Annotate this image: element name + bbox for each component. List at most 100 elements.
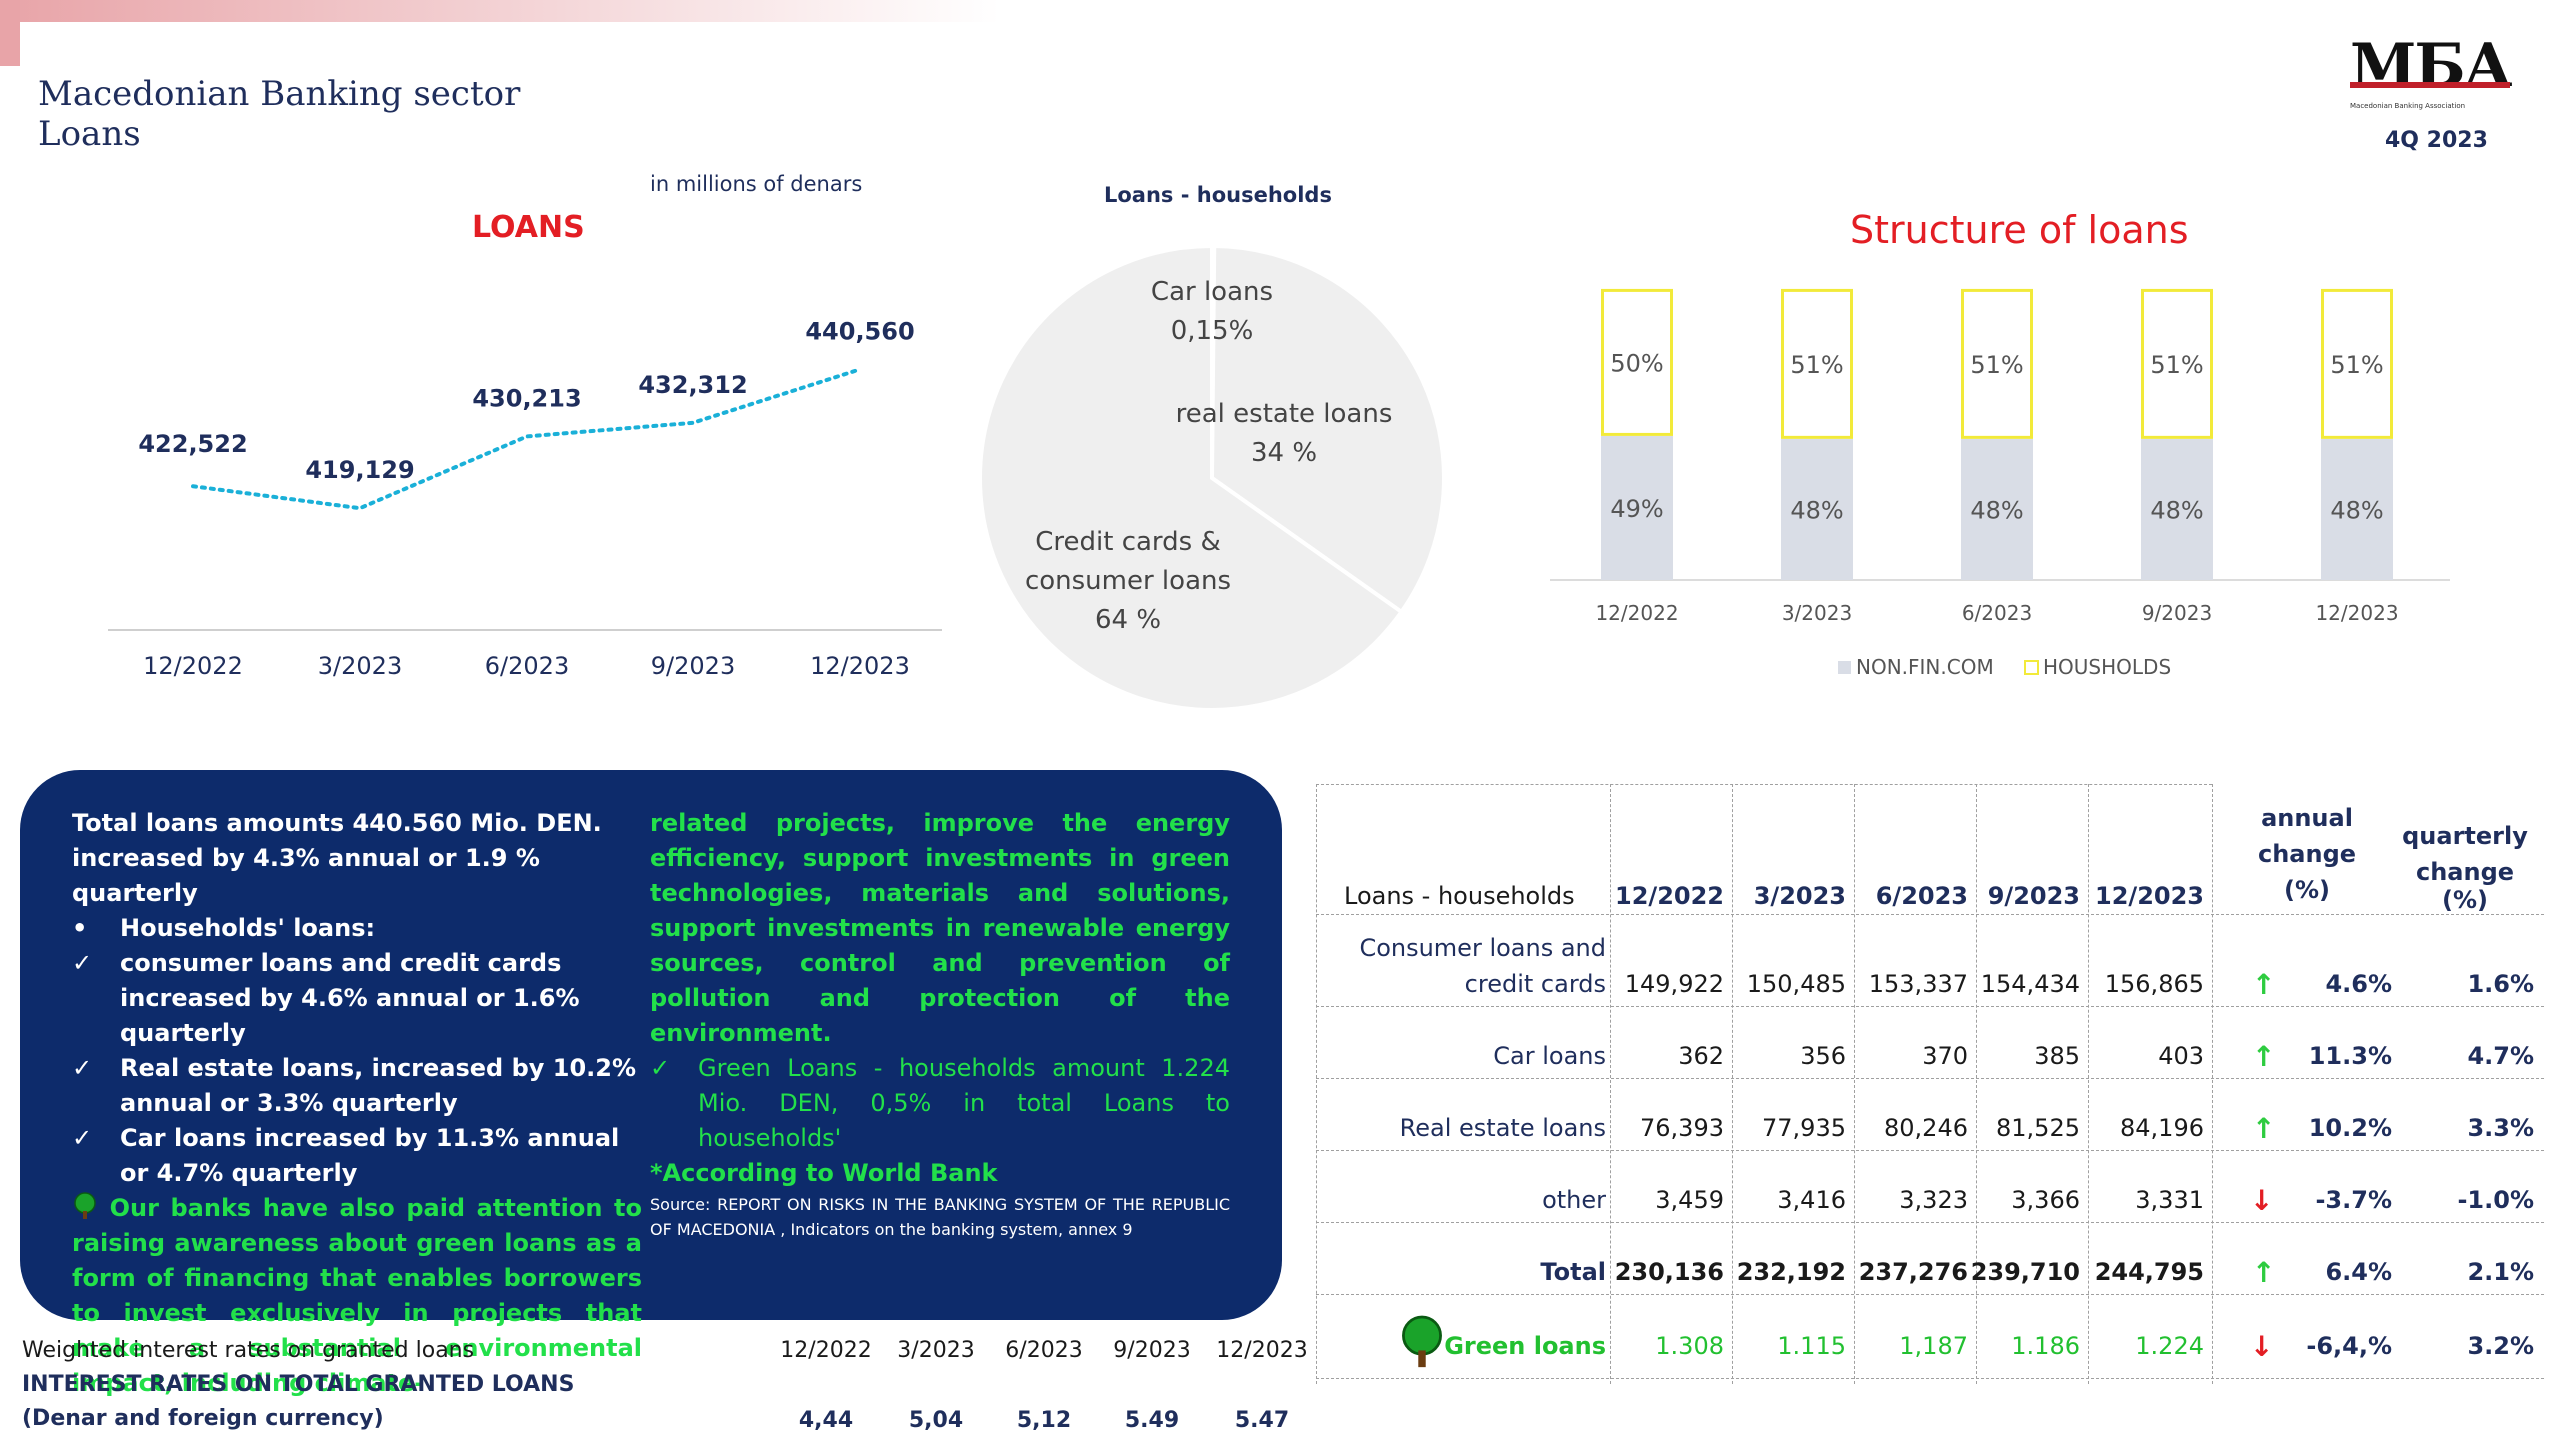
- bar-households-label: 51%: [1790, 351, 1843, 379]
- green-loans-item: ✓ Green Loans - households amount 1.224 M…: [650, 1051, 1230, 1156]
- rates-period: 9/2023: [1113, 1338, 1191, 1363]
- pie-label-real-estate: 34 %: [1251, 438, 1317, 468]
- table-grid-hline: [1316, 784, 2212, 785]
- checkmark-icon: ✓: [72, 1124, 93, 1152]
- table-cell-value: 149,922: [1624, 970, 1724, 998]
- green-loans-text-a: Our banks have also paid attention to ra…: [72, 1194, 642, 1397]
- pie-label-car-loans: Car loans: [1151, 277, 1273, 307]
- bar-households-label: 51%: [2150, 351, 2203, 379]
- arrow-down-icon: ↓: [2250, 1184, 2274, 1217]
- rates-value: 5,04: [908, 1408, 964, 1433]
- rates-subtitle-1: INTEREST RATES ON TOTAL GRANTED LOANS: [22, 1372, 575, 1397]
- quarterly-change-header: change (%): [2415, 858, 2515, 914]
- bar-households-label: 51%: [2330, 351, 2383, 379]
- table-quarterly-change: 2.1%: [2467, 1258, 2534, 1286]
- summary-panel: [20, 770, 1282, 1320]
- table-row-label: Consumer loans and: [1359, 934, 1606, 962]
- structure-x-tick-label: 6/2023: [1962, 601, 2032, 625]
- structure-x-tick-label: 3/2023: [1782, 601, 1852, 625]
- table-annual-change: 4.6%: [2325, 970, 2392, 998]
- summary-column-right: related projects, improve the energy eff…: [650, 806, 1230, 1191]
- table-cell-value: 3,323: [1899, 1186, 1968, 1214]
- bar-nonfincom: [1781, 438, 1853, 580]
- loans-chart-title: LOANS: [472, 210, 585, 245]
- rates-title: Weighted interest rates on granted loans: [22, 1338, 475, 1363]
- legend-label-nonfincom: NON.FIN.COM: [1856, 655, 1994, 679]
- bar-nonfincom-label: 48%: [2330, 496, 2383, 524]
- bar-nonfincom-label: 49%: [1610, 495, 1663, 523]
- table-cell-value: 80,246: [1884, 1114, 1968, 1142]
- arrow-up-icon: ↑: [2252, 1040, 2276, 1073]
- table-cell-value: 76,393: [1640, 1114, 1724, 1142]
- table-row-label: Green loans: [1444, 1332, 1606, 1360]
- table-grid-hline: [1316, 1006, 2544, 1007]
- pie-label-credit-cards: Credit cards &: [1035, 527, 1221, 557]
- legend-swatch-nonfincom: [1838, 661, 1851, 674]
- summary-item: ✓ Car loans increased by 11.3% annual or …: [72, 1121, 642, 1191]
- table-row-label: Real estate loans: [1399, 1114, 1606, 1142]
- green-loans-text: Our banks have also paid attention to ra…: [72, 1191, 642, 1401]
- bar-households-label: 51%: [1970, 351, 2023, 379]
- table-cell-value: 84,196: [2120, 1114, 2204, 1142]
- tree-icon: [74, 1192, 96, 1219]
- structure-x-tick-label: 9/2023: [2142, 601, 2212, 625]
- table-cell-value: 3,416: [1777, 1186, 1846, 1214]
- logo-subtitle: Macedonian Banking Association: [2350, 102, 2466, 110]
- table-quarterly-change: -1.0%: [2457, 1186, 2534, 1214]
- households-bullet-text: Households' loans:: [120, 914, 376, 942]
- table-cell-value: 3,459: [1655, 1186, 1724, 1214]
- source-note: Source: REPORT ON RISKS IN THE BANKING S…: [650, 1195, 1230, 1239]
- top-accent-bar: [0, 0, 1000, 22]
- table-grid-hline: [1316, 1150, 2544, 1151]
- pie-label-real-estate: real estate loans: [1176, 399, 1393, 429]
- table-cell-value: 154,434: [1980, 970, 2080, 998]
- loans-data-label: 419,129: [305, 456, 414, 484]
- table-annual-change: 6.4%: [2325, 1258, 2392, 1286]
- checkmark-icon: ✓: [72, 949, 93, 977]
- table-cell-value: 385: [2034, 1042, 2080, 1070]
- annual-change-header: annual: [2261, 804, 2353, 832]
- summary-column-left: Total loans amounts 440.560 Mio. DEN. in…: [72, 806, 642, 1401]
- loans-line-chart: 422,522 419,129 430,213 432,312 440,560 12/20…: [108, 317, 942, 680]
- table-period-header: 12/2023: [2095, 882, 2204, 910]
- bar-households: [1601, 288, 1673, 436]
- table-cell-value: 150,485: [1746, 970, 1846, 998]
- rates-period: 12/2023: [1216, 1338, 1308, 1363]
- top-accent-tab: [0, 0, 20, 66]
- loans-data-label: 422,522: [138, 430, 247, 458]
- table-cell-value: 356: [1800, 1042, 1846, 1070]
- loans-data-label: 432,312: [638, 371, 747, 399]
- table-cell-value: 244,795: [2094, 1258, 2204, 1286]
- bar-nonfincom: [1601, 435, 1673, 580]
- bar-nonfincom-label: 48%: [2150, 496, 2203, 524]
- table-cell-value: 1,187: [1899, 1332, 1968, 1360]
- table-quarterly-change: 1.6%: [2467, 970, 2534, 998]
- table-period-header: 3/2023: [1753, 882, 1846, 910]
- structure-chart-title: Structure of loans: [1850, 208, 2189, 252]
- households-loans-table: Loans - households 12/2022 3/2023 6/2023 9/2…: [1316, 784, 2544, 1384]
- table-cell-value: 153,337: [1868, 970, 1968, 998]
- table-cell-value: 1.308: [1655, 1332, 1724, 1360]
- rates-period: 3/2023: [897, 1338, 975, 1363]
- arrow-up-icon: ↑: [2252, 1256, 2276, 1289]
- mba-logo: MБА Macedonian Banking Association: [2350, 36, 2520, 110]
- structure-x-tick-label: 12/2022: [1595, 601, 1678, 625]
- annual-change-header: (%): [2284, 876, 2330, 904]
- world-bank-note: *According to World Bank: [650, 1159, 998, 1187]
- annual-change-header: change: [2257, 840, 2357, 868]
- summary-growth: increased by 4.3% annual or 1.9 % quarte…: [72, 844, 540, 907]
- loans-x-tick-label: 6/2023: [485, 652, 569, 680]
- table-cell-value: 239,710: [1970, 1258, 2080, 1286]
- bar-households: [1961, 288, 2033, 439]
- bar-nonfincom-label: 48%: [1970, 496, 2023, 524]
- loans-data-label: 440,560: [805, 317, 914, 345]
- table-cell-value: 1.115: [1777, 1332, 1846, 1360]
- table-cell-value: 362: [1678, 1042, 1724, 1070]
- summary-item: ✓ consumer loans and credit cards increas…: [72, 946, 642, 1051]
- bar-households: [2321, 288, 2393, 439]
- rates-value: 5.47: [1234, 1408, 1290, 1433]
- structure-x-tick-label: 12/2023: [2315, 601, 2398, 625]
- table-quarterly-change: 3.2%: [2467, 1332, 2534, 1360]
- bar-nonfincom: [1961, 438, 2033, 580]
- quarter-label: 4Q 2023: [2385, 128, 2488, 153]
